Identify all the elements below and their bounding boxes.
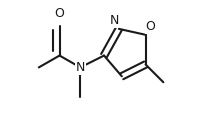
Text: N: N bbox=[110, 14, 119, 27]
Text: O: O bbox=[146, 20, 155, 33]
Text: O: O bbox=[55, 7, 64, 20]
Text: N: N bbox=[76, 61, 85, 74]
